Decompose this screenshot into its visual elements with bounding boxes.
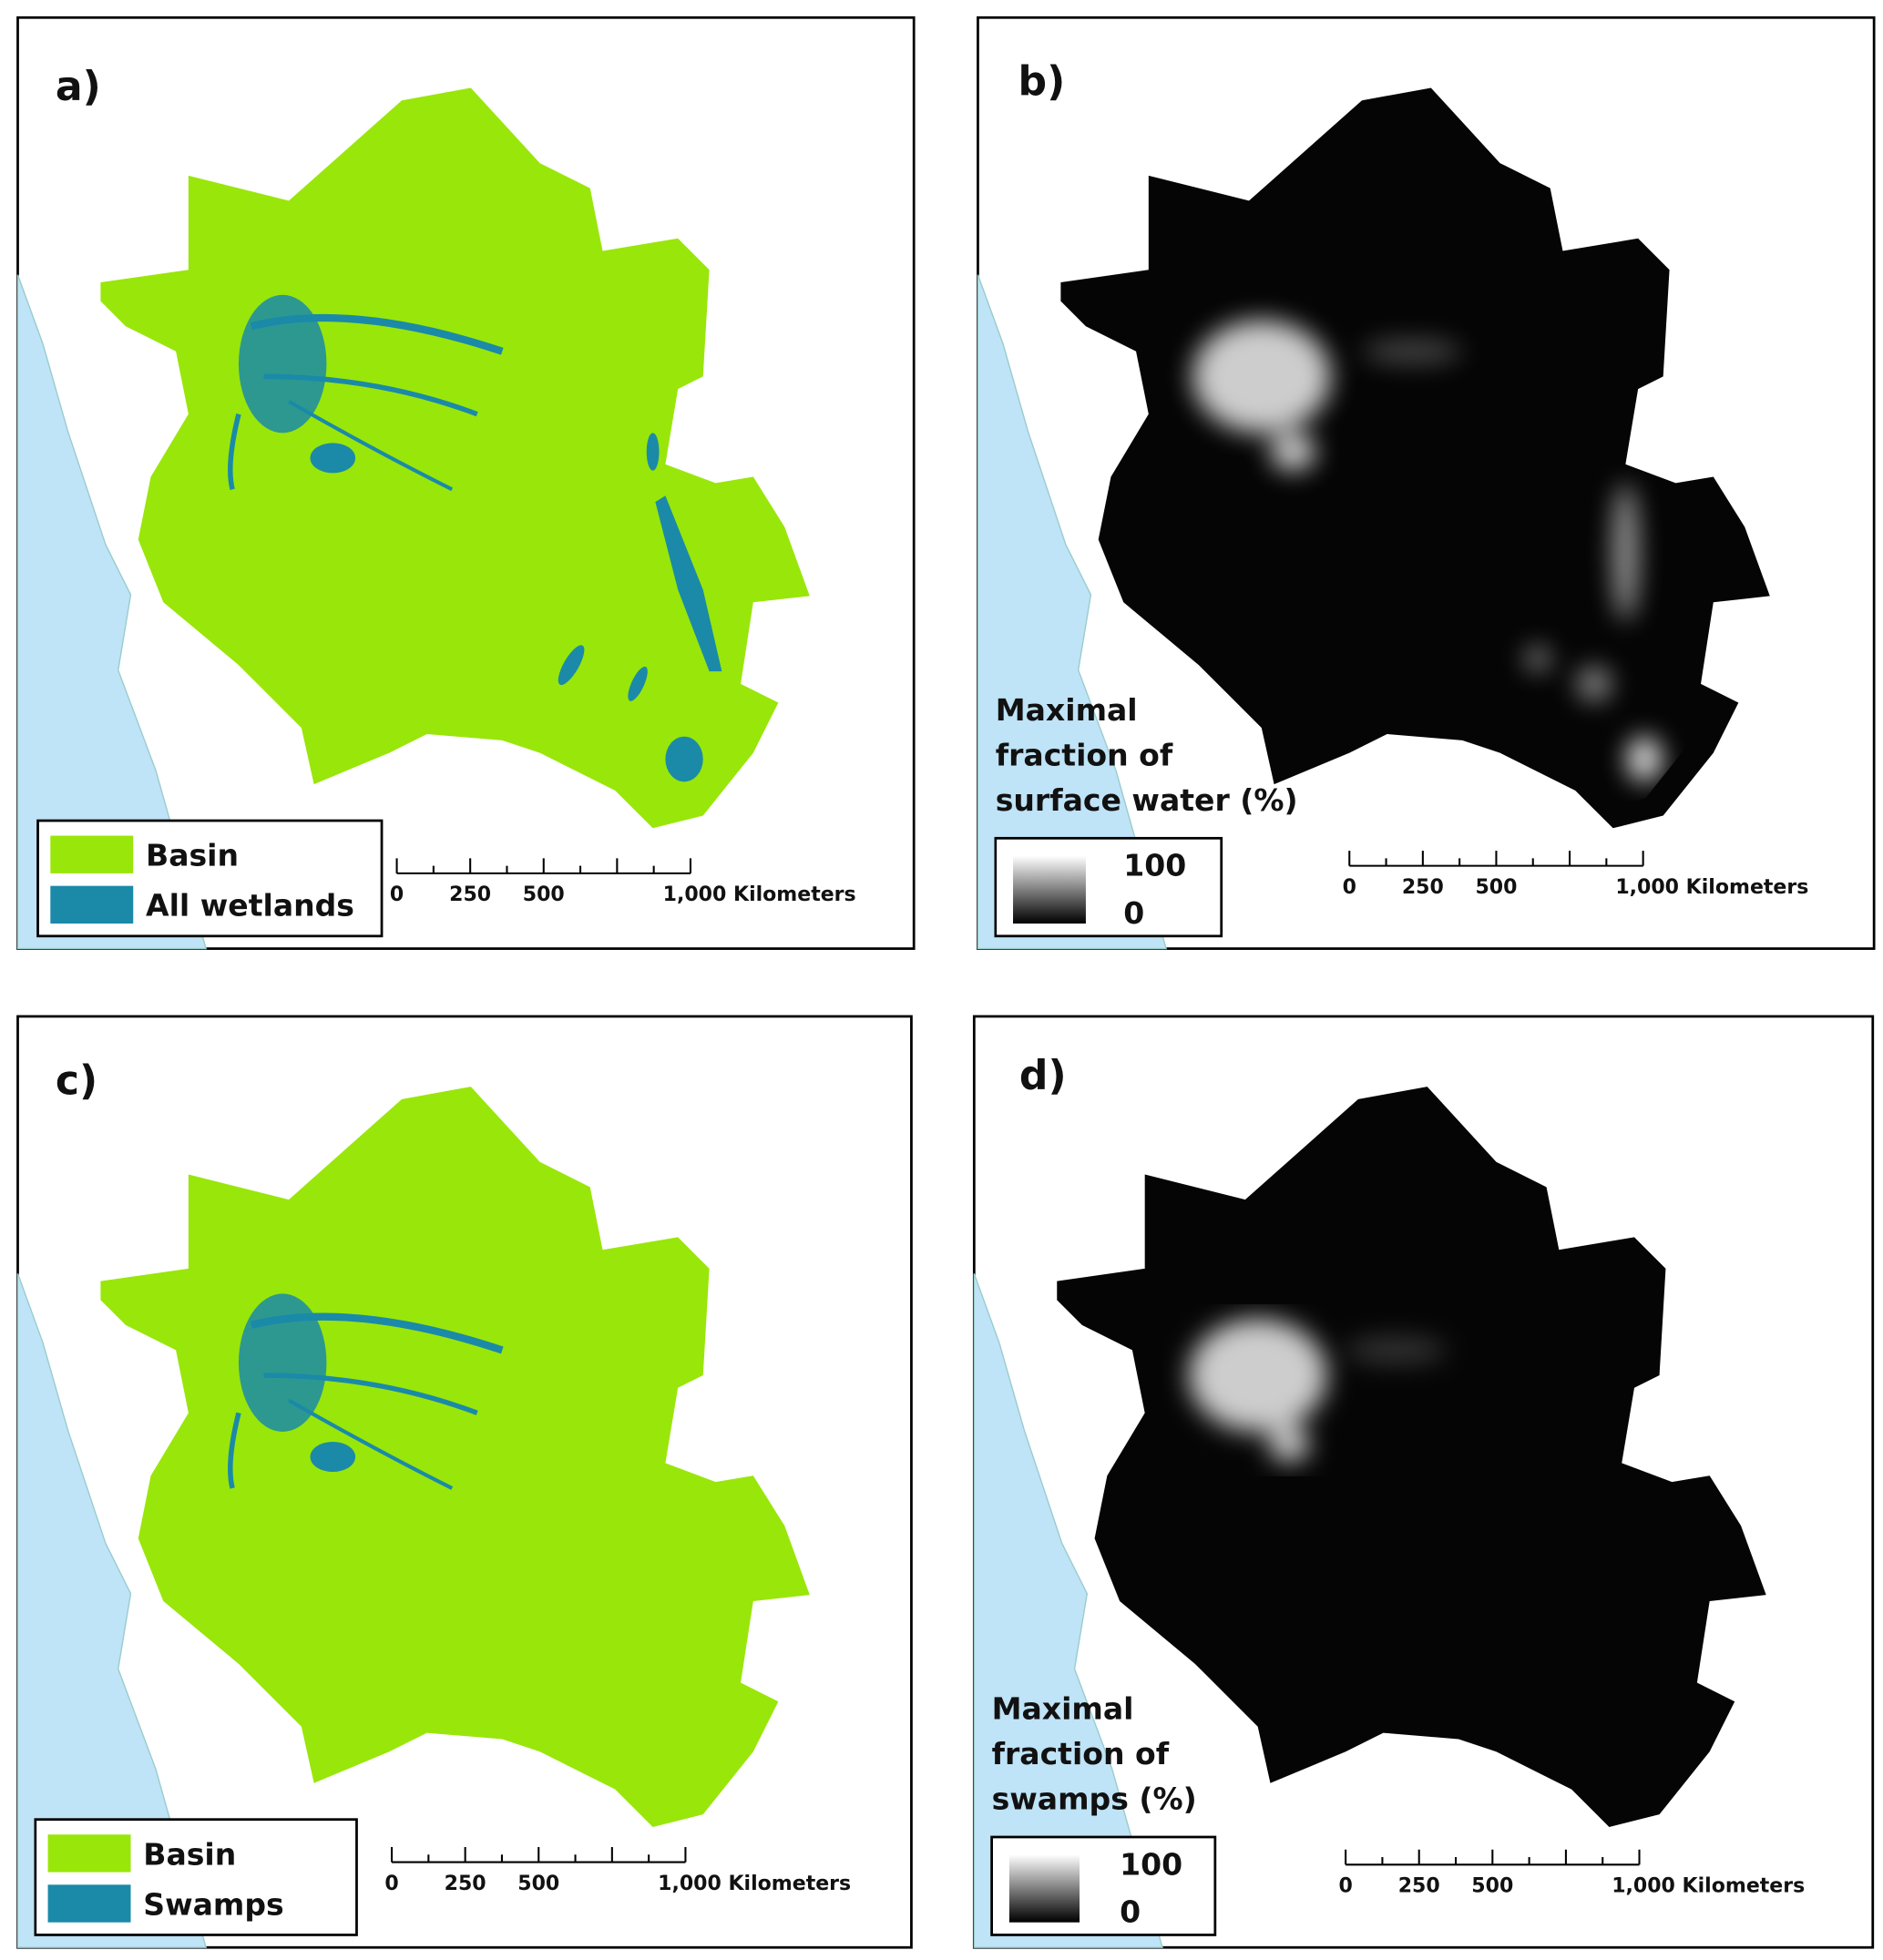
legend-swatch xyxy=(50,835,134,873)
panel-d: d) Maximal fraction of swamps (%) 100 0 … xyxy=(972,1015,1875,1949)
scale-label: 250 xyxy=(445,1873,486,1895)
legend-title: Maximal xyxy=(992,1690,1134,1726)
colorbar-label: 0 xyxy=(1123,895,1144,931)
legend-label: Basin xyxy=(143,1836,236,1872)
panel-label: c) xyxy=(56,1057,97,1104)
scale-label: 500 xyxy=(523,883,565,906)
scale-label: 0 xyxy=(384,1873,398,1895)
legend-label: Basin xyxy=(146,838,239,873)
panel-label: a) xyxy=(56,64,101,110)
scale-label: 250 xyxy=(1402,876,1444,899)
scale-label: 1,000 Kilometers xyxy=(1612,1875,1805,1898)
scale-label: 250 xyxy=(1398,1875,1440,1898)
colorbar xyxy=(1008,1854,1080,1923)
swamp-fraction xyxy=(1188,1318,1447,1463)
colorbar xyxy=(1013,855,1086,924)
colorbar-label: 100 xyxy=(1120,1846,1182,1882)
panel-c: c) Basin Swamps 0 250 500 1,000 Kilometers xyxy=(16,1015,913,1949)
legend-title: fraction of xyxy=(992,1736,1170,1771)
colorbar-label: 0 xyxy=(1120,1894,1141,1930)
panel-label: b) xyxy=(1018,59,1066,106)
scale-bar: 0 250 500 1,000 Kilometers xyxy=(1343,851,1808,899)
legend-title: surface water (%) xyxy=(996,782,1298,818)
panel-label: d) xyxy=(1019,1053,1067,1099)
scale-bar: 0 250 500 1,000 Kilometers xyxy=(384,1847,851,1895)
panel-a: a) Basin All wetlands 0 250 500 1,000 Kilom… xyxy=(16,15,916,950)
panel-b: b) Maximal fraction of surface water (%)… xyxy=(977,15,1876,950)
scale-label: 1,000 Kilometers xyxy=(1615,876,1808,899)
scale-label: 500 xyxy=(517,1873,559,1895)
scale-bar: 0 250 500 1,000 Kilometers xyxy=(1338,1849,1805,1898)
legend-title: fraction of xyxy=(996,737,1173,772)
legend-swatch xyxy=(47,1884,131,1923)
scale-label: 1,000 Kilometers xyxy=(658,1873,851,1895)
scale-label: 0 xyxy=(1338,1875,1352,1898)
scale-label: 0 xyxy=(1343,876,1356,899)
legend-swatch xyxy=(47,1834,131,1873)
legend-label: Swamps xyxy=(143,1886,283,1922)
scale-label: 500 xyxy=(1475,876,1517,899)
colorbar-label: 100 xyxy=(1123,848,1186,883)
scale-label: 250 xyxy=(449,883,491,906)
legend-label: All wetlands xyxy=(146,888,354,924)
scale-label: 1,000 Kilometers xyxy=(663,883,856,906)
legend-title: swamps (%) xyxy=(992,1781,1197,1817)
scale-label: 0 xyxy=(390,883,404,906)
legend-swatch xyxy=(50,885,134,924)
legend-title: Maximal xyxy=(996,692,1138,728)
scale-bar: 0 250 500 1,000 Kilometers xyxy=(390,858,856,906)
scale-label: 500 xyxy=(1471,1875,1513,1898)
water-fraction xyxy=(1192,320,1663,782)
